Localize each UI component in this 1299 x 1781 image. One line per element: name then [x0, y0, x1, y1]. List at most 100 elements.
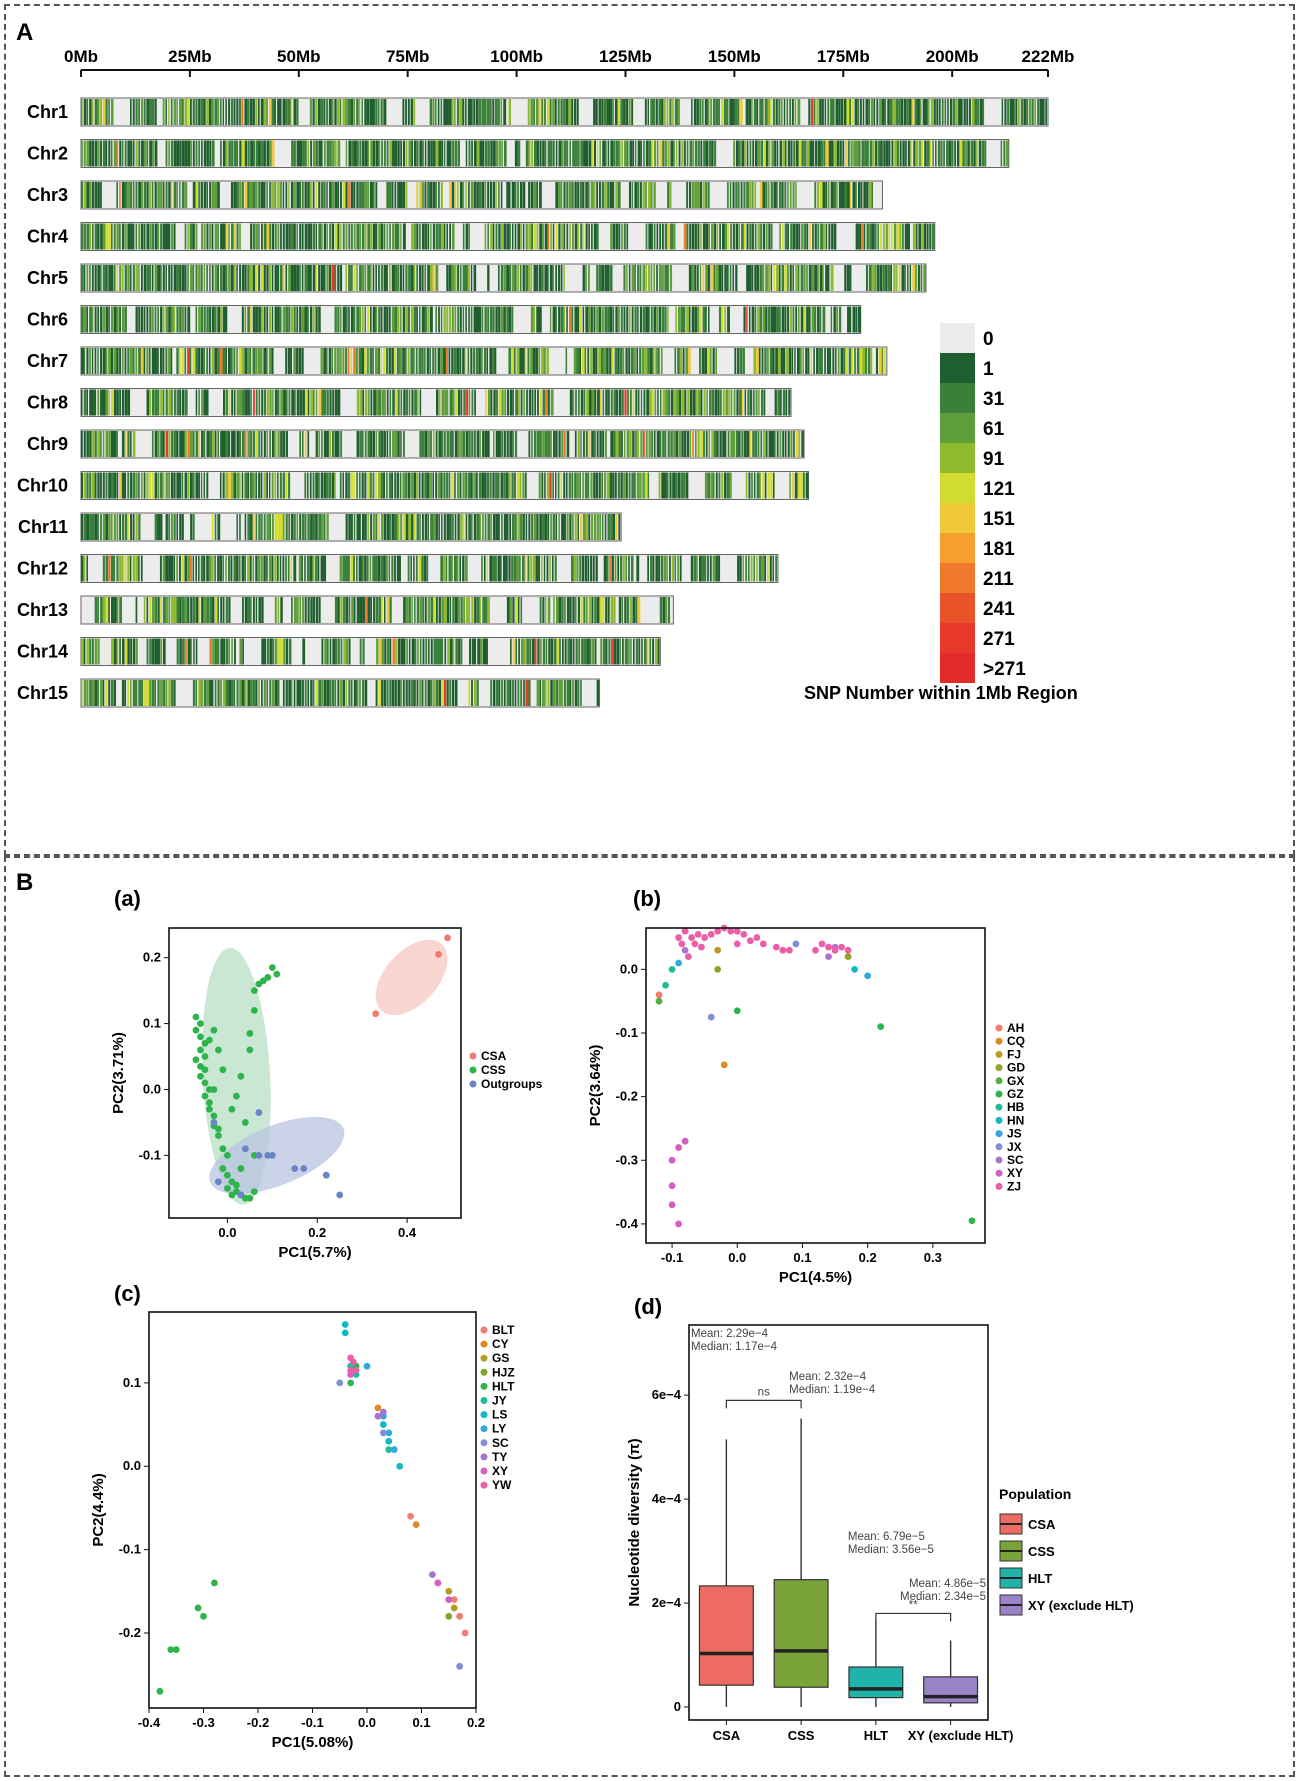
snp-density-segment [581, 555, 585, 582]
scale-tick-label: 222Mb [1022, 47, 1075, 66]
snp-density-segment [576, 99, 579, 125]
point-ty [379, 1408, 387, 1416]
snp-density-segment [536, 140, 539, 167]
x-tick-label: 0.0 [728, 1250, 746, 1265]
snp-density-segment [741, 431, 744, 457]
snp-density-segment [372, 514, 376, 540]
snp-density-segment [542, 597, 545, 623]
scale-tick-label: 50Mb [277, 47, 320, 66]
snp-density-segment [468, 431, 471, 457]
snp-density-segment [260, 306, 263, 333]
snp-density-segment [813, 99, 816, 125]
snp-density-segment [520, 680, 523, 706]
snp-density-segment [509, 431, 513, 457]
stat-median: Median: 1.19e−4 [789, 1384, 876, 1396]
snp-density-segment [200, 306, 204, 333]
snp-density-segment [419, 597, 423, 623]
snp-density-segment [369, 265, 372, 291]
snp-density-segment [347, 348, 350, 374]
snp-density-segment [525, 140, 529, 167]
snp-density-segment [456, 555, 459, 582]
snp-density-segment [416, 514, 419, 540]
snp-density-segment [198, 431, 200, 457]
snp-density-segment [405, 389, 408, 416]
snp-density-segment [563, 514, 566, 540]
snp-density-segment [287, 348, 291, 374]
snp-density-segment [636, 348, 639, 374]
snp-density-segment [274, 431, 277, 457]
snp-density-segment [528, 140, 531, 167]
snp-density-segment [544, 472, 546, 499]
snp-density-segment [228, 431, 231, 457]
snp-density-segment [435, 140, 439, 167]
snp-density-segment [932, 223, 935, 250]
snp-density-segment [244, 306, 247, 333]
snp-density-segment [577, 597, 580, 623]
snp-density-segment [121, 389, 125, 416]
snp-density-segment [489, 348, 493, 374]
snp-density-segment [593, 223, 597, 250]
snp-density-segment [591, 514, 593, 540]
snp-density-segment [290, 306, 294, 333]
snp-density-segment [738, 140, 741, 167]
snp-density-segment [495, 472, 499, 499]
snp-density-segment [970, 140, 973, 167]
stat-mean: Mean: 4.86e−5 [909, 1578, 986, 1590]
snp-density-segment [585, 182, 588, 208]
snp-density-segment [287, 555, 290, 582]
x-axis-label: PC1(4.5%) [779, 1269, 852, 1286]
snp-density-segment [498, 182, 500, 208]
snp-density-segment [438, 638, 442, 665]
snp-density-segment [977, 99, 980, 125]
snp-density-segment [102, 306, 105, 333]
snp-density-segment [413, 99, 416, 125]
snp-density-segment [438, 680, 442, 706]
snp-density-segment [239, 472, 241, 499]
snp-density-segment [568, 472, 571, 499]
snp-density-segment [108, 348, 112, 374]
snp-density-segment [135, 306, 138, 333]
snp-density-segment [520, 389, 523, 416]
snp-density-segment [771, 223, 773, 250]
snp-density-segment [692, 389, 696, 416]
snp-density-segment [781, 182, 784, 208]
snp-density-segment [712, 555, 716, 582]
snp-density-segment [89, 638, 92, 665]
snp-density-segment [364, 431, 367, 457]
snp-density-segment [648, 431, 651, 457]
snp-density-segment [263, 182, 266, 208]
point-zj [688, 934, 696, 941]
snp-density-segment [356, 306, 360, 333]
snp-density-segment [370, 389, 373, 416]
snp-density-segment [427, 431, 430, 457]
snp-density-segment [561, 680, 563, 706]
snp-density-segment [220, 680, 222, 706]
snp-density-segment [560, 182, 563, 208]
snp-density-segment [468, 140, 471, 167]
snp-density-segment [749, 140, 752, 167]
snp-density-segment [517, 597, 520, 623]
snp-density-segment [814, 306, 817, 333]
snp-density-segment [179, 140, 182, 167]
snp-density-segment [206, 555, 209, 582]
snp-density-segment [718, 306, 722, 333]
snp-density-segment [773, 306, 777, 333]
chromosome-chr7: Chr7 [27, 346, 888, 376]
snp-density-segment [498, 431, 501, 457]
snp-density-segment [323, 265, 326, 291]
snp-density-segment [656, 140, 659, 167]
snp-density-segment [525, 472, 527, 499]
snp-density-segment [449, 389, 453, 416]
snp-density-segment [378, 223, 382, 250]
snp-density-segment [546, 99, 549, 125]
snp-density-segment [291, 389, 295, 416]
snp-density-segment [102, 99, 106, 125]
snp-density-segment [405, 265, 408, 291]
point-fj [714, 946, 722, 954]
snp-density-segment [552, 99, 555, 125]
snp-density-segment [882, 265, 885, 291]
legend-label: TY [492, 1450, 507, 1464]
snp-density-segment [777, 389, 781, 416]
snp-density-segment [580, 680, 582, 706]
snp-density-segment [130, 348, 133, 374]
